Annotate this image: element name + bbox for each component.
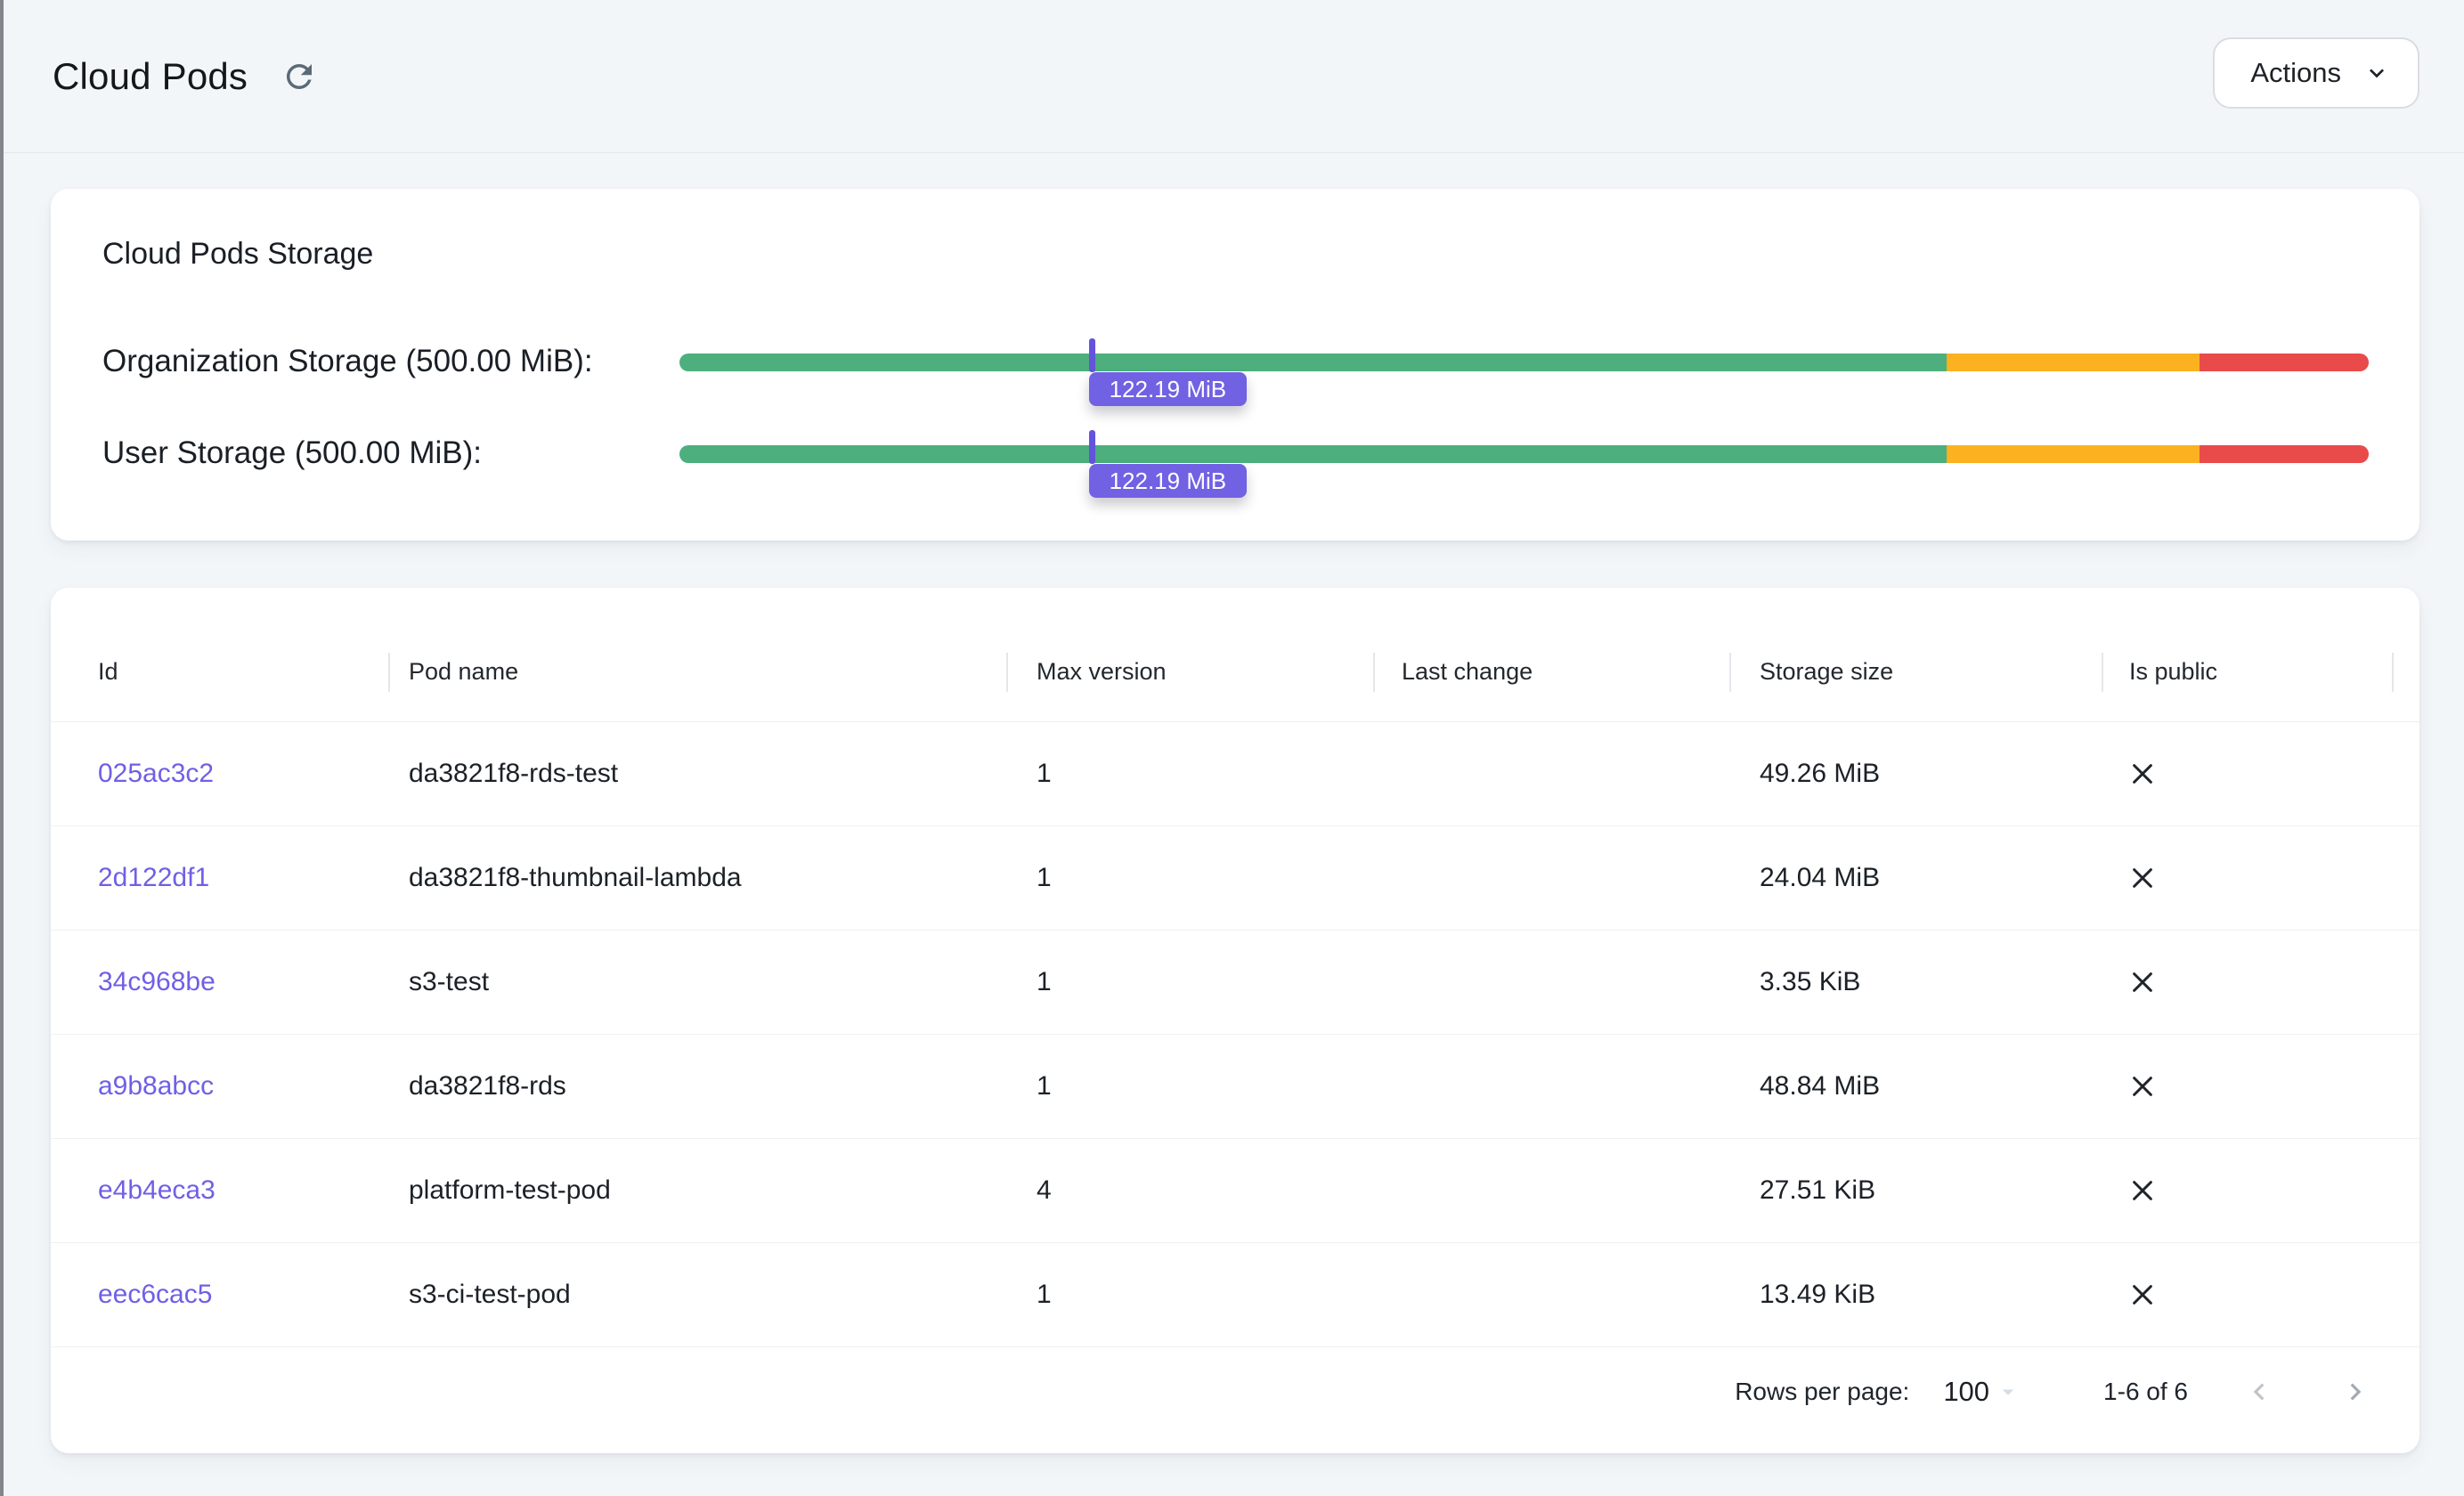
- storage-bar-green-segment: [679, 445, 1947, 463]
- page-title: Cloud Pods: [53, 54, 248, 97]
- refresh-icon: [287, 63, 313, 89]
- max-version-cell: 1: [1037, 1071, 1052, 1101]
- previous-page-button[interactable]: [2234, 1367, 2284, 1417]
- storage-usage-tooltip: 122.19 MiB: [1088, 372, 1248, 406]
- storage-usage-marker: [1089, 338, 1096, 372]
- column-separator: [1729, 653, 1731, 692]
- table-row: a9b8abcc da3821f8-rds 1 48.84 MiB: [51, 1035, 2419, 1139]
- column-header-max-version[interactable]: Max version: [1037, 658, 1167, 685]
- column-header-last-change[interactable]: Last change: [1402, 658, 1533, 685]
- is-public-cell: [2102, 760, 2392, 787]
- table-row: eec6cac5 s3-ci-test-pod 1 13.49 KiB: [51, 1243, 2419, 1347]
- storage-bar-red-segment: [2200, 354, 2369, 371]
- table-row: 34c968be s3-test 1 3.35 KiB: [51, 931, 2419, 1035]
- actions-button[interactable]: Actions: [2213, 37, 2419, 109]
- table-row: 2d122df1 da3821f8-thumbnail-lambda 1 24.…: [51, 826, 2419, 931]
- is-public-cell: [2102, 865, 2392, 891]
- is-public-cell: [2102, 1073, 2392, 1100]
- storage-bar-yellow-segment: [1946, 445, 2200, 463]
- pod-name-cell: platform-test-pod: [409, 1175, 611, 1205]
- pod-name-cell: da3821f8-rds: [409, 1071, 566, 1101]
- refresh-button[interactable]: [274, 52, 324, 102]
- user-storage-label: User Storage (500.00 MiB):: [102, 435, 483, 470]
- table-pagination: Rows per page: 100 1-6 of 6: [51, 1347, 2419, 1459]
- storage-card-title: Cloud Pods Storage: [102, 237, 374, 271]
- table-header-row: Id Pod name Max version Last change Stor…: [51, 588, 2419, 722]
- column-separator: [2102, 653, 2103, 692]
- table-row: 025ac3c2 da3821f8-rds-test 1 49.26 MiB: [51, 722, 2419, 826]
- organization-storage-label: Organization Storage (500.00 MiB):: [102, 344, 593, 378]
- chevron-left-icon: [2253, 1383, 2265, 1400]
- is-public-cell: [2102, 1281, 2392, 1308]
- is-public-cell: [2102, 969, 2392, 996]
- pod-id-link[interactable]: a9b8abcc: [98, 1071, 215, 1101]
- max-version-cell: 1: [1037, 967, 1052, 996]
- pod-id-link[interactable]: 2d122df1: [98, 863, 210, 892]
- pod-id-link[interactable]: e4b4eca3: [98, 1175, 215, 1205]
- storage-size-cell: 3.35 KiB: [1760, 967, 1861, 996]
- chevron-down-icon: [2370, 69, 2384, 78]
- arrow-dropdown-icon: [2002, 1389, 2014, 1395]
- pod-name-cell: s3-ci-test-pod: [409, 1280, 571, 1309]
- cloud-pods-table-card: Id Pod name Max version Last change Stor…: [51, 588, 2419, 1453]
- chevron-right-icon: [2350, 1383, 2362, 1400]
- table-row: e4b4eca3 platform-test-pod 4 27.51 KiB: [51, 1139, 2419, 1243]
- cloud-pods-storage-card: Cloud Pods Storage Organization Storage …: [51, 189, 2419, 541]
- max-version-cell: 1: [1037, 759, 1052, 788]
- storage-usage-marker: [1089, 430, 1096, 464]
- storage-size-cell: 49.26 MiB: [1760, 759, 1881, 788]
- rows-per-page-value: 100: [1943, 1375, 1990, 1407]
- storage-size-cell: 13.49 KiB: [1760, 1280, 1876, 1309]
- storage-bar-red-segment: [2200, 445, 2369, 463]
- pagination-range-label: 1-6 of 6: [2103, 1377, 2188, 1405]
- next-page-button[interactable]: [2330, 1367, 2380, 1417]
- storage-bar-yellow-segment: [1946, 354, 2200, 371]
- rows-per-page-label: Rows per page:: [1735, 1377, 1910, 1405]
- max-version-cell: 4: [1037, 1175, 1052, 1205]
- close-icon: [2133, 1181, 2152, 1200]
- storage-size-cell: 27.51 KiB: [1760, 1175, 1876, 1205]
- storage-size-cell: 24.04 MiB: [1760, 863, 1881, 892]
- column-separator: [388, 653, 390, 692]
- max-version-cell: 1: [1037, 1280, 1052, 1309]
- rows-per-page-select[interactable]: 100: [1943, 1376, 2021, 1408]
- close-icon: [2133, 972, 2152, 992]
- pod-id-link[interactable]: 34c968be: [98, 967, 215, 996]
- pod-name-cell: da3821f8-thumbnail-lambda: [409, 863, 742, 892]
- column-header-is-public[interactable]: Is public: [2129, 658, 2218, 685]
- close-icon: [2133, 1285, 2152, 1305]
- organization-storage-bar: 122.19 MiB: [679, 338, 2369, 406]
- pod-id-link[interactable]: eec6cac5: [98, 1280, 213, 1309]
- column-header-id[interactable]: Id: [98, 658, 118, 685]
- user-storage-bar: 122.19 MiB: [679, 430, 2369, 498]
- max-version-cell: 1: [1037, 863, 1052, 892]
- pod-name-cell: s3-test: [409, 967, 490, 996]
- page-header: Cloud Pods Actions: [0, 0, 2464, 153]
- storage-bar-green-segment: [679, 354, 1947, 371]
- storage-size-cell: 48.84 MiB: [1760, 1071, 1881, 1101]
- pod-name-cell: da3821f8-rds-test: [409, 759, 619, 788]
- column-separator: [1373, 653, 1375, 692]
- window-edge: [0, 0, 4, 1496]
- is-public-cell: [2102, 1177, 2392, 1204]
- column-separator: [1006, 653, 1008, 692]
- column-separator: [2392, 653, 2394, 692]
- column-header-pod-name[interactable]: Pod name: [409, 658, 519, 685]
- pod-id-link[interactable]: 025ac3c2: [98, 759, 215, 788]
- close-icon: [2133, 868, 2152, 888]
- close-icon: [2133, 764, 2152, 784]
- actions-button-label: Actions: [2250, 57, 2341, 88]
- close-icon: [2133, 1077, 2152, 1096]
- storage-usage-tooltip: 122.19 MiB: [1088, 464, 1248, 498]
- column-header-storage-size[interactable]: Storage size: [1760, 658, 1894, 685]
